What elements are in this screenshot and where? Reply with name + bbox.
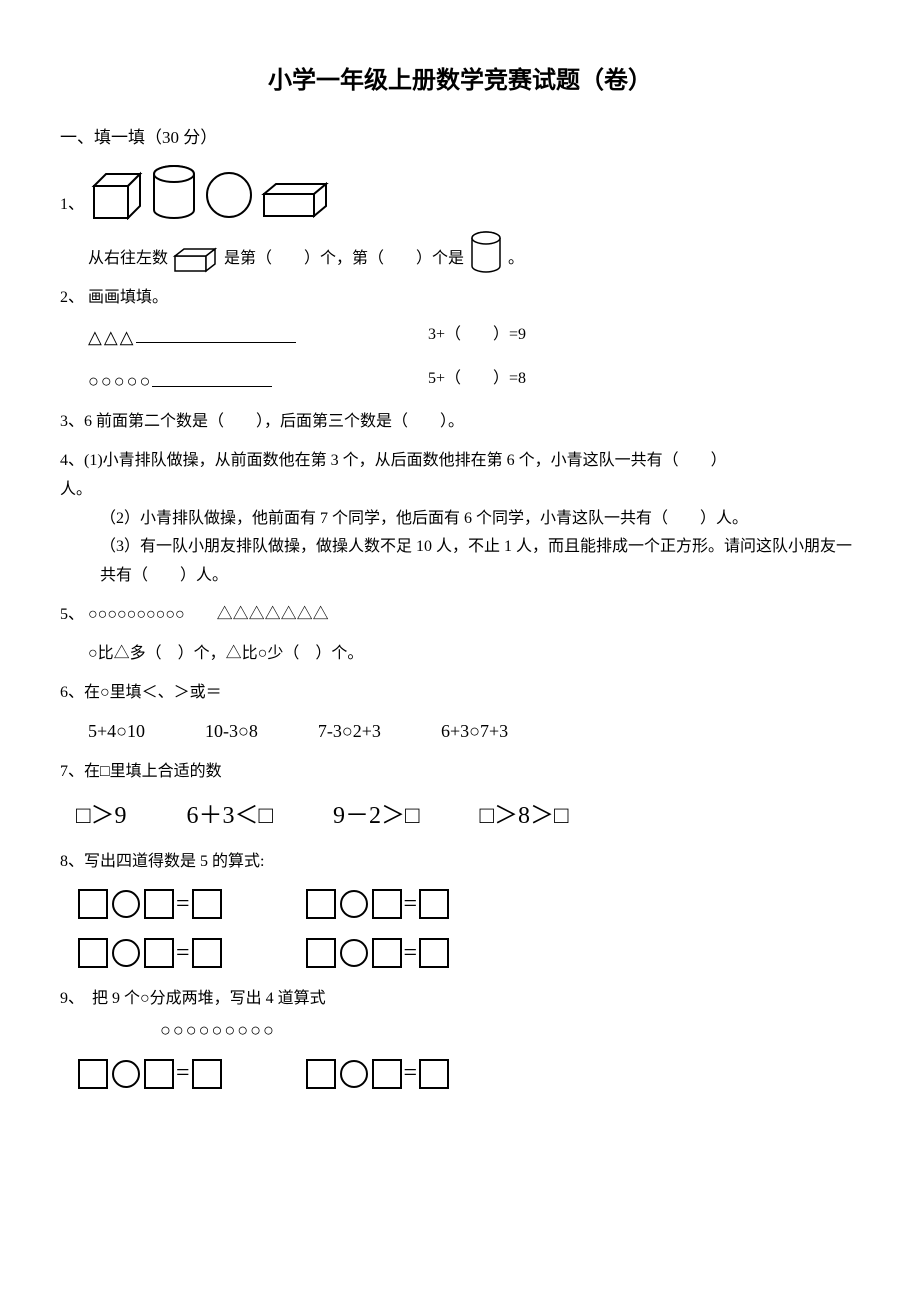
q7-item-4: □＞8＞□ (480, 795, 569, 838)
q6-header: 6、在○里填＜、＞或＝ (60, 679, 860, 708)
q4-p1b: 人。 (60, 476, 860, 505)
sphere-icon (204, 170, 254, 220)
q2-row2-eq: 5+（ ）=8 (428, 365, 526, 398)
cuboid-small-icon (172, 246, 220, 274)
q8-eq-4[interactable]: = (304, 932, 452, 975)
question-8: 8、写出四道得数是 5 的算式: = = = = (60, 848, 860, 975)
q5-row2: ○比△多（ ）个，△比○少（ ）个。 (88, 640, 860, 669)
cube-icon (88, 170, 144, 220)
q8-header: 8、写出四道得数是 5 的算式: (60, 848, 860, 877)
q4-p3: （3）有一队小朋友排队做操，做操人数不足 10 人，不止 1 人，而且能排成一个… (100, 533, 860, 591)
blank-line[interactable] (136, 326, 296, 343)
blank-line[interactable] (152, 370, 272, 387)
question-6: 6、在○里填＜、＞或＝ 5+4○10 10-3○8 7-3○2+3 6+3○7+… (60, 679, 860, 748)
q2-row1-shapes: △△△ (88, 321, 428, 354)
q1-line2: 从右往左数 是第（ ）个，第（ ）个是 。 (88, 230, 860, 274)
q4-p2: （2）小青排队做操，他前面有 7 个同学，他后面有 6 个同学，小青这队一共有（… (100, 505, 860, 534)
question-2: 2、 画画填填。 △△△ 3+（ ）=9 ○○○○○ 5+（ ）=8 (60, 284, 860, 398)
cylinder-icon (150, 164, 198, 220)
q2-row2-shapes: ○○○○○ (88, 365, 428, 398)
q2-header: 2、 画画填填。 (60, 284, 860, 313)
q7-item-1: □＞9 (76, 795, 127, 838)
question-4: 4、(1)小青排队做操，从前面数他在第 3 个，从后面数他排在第 6 个，小青这… (60, 447, 860, 591)
question-5: 5、 ○○○○○○○○○○ △△△△△△△ ○比△多（ ）个，△比○少（ ）个。 (60, 601, 860, 669)
q6-item-2: 10-3○8 (205, 715, 258, 747)
q4-p1: 4、(1)小青排队做操，从前面数他在第 3 个，从后面数他排在第 6 个，小青这… (60, 447, 860, 476)
q6-item-3: 7-3○2+3 (318, 715, 381, 747)
q1-text-mid: 是第（ ）个，第（ ）个是 (224, 245, 464, 274)
q7-item-2: 6＋3＜□ (187, 795, 274, 838)
q1-shapes (88, 164, 332, 220)
q9-eq-1[interactable]: = (76, 1052, 224, 1095)
q9-eq-2[interactable]: = (304, 1052, 452, 1095)
question-1: 1、 (60, 164, 860, 274)
q9-circles: ○○○○○○○○○ (160, 1014, 860, 1046)
q5-row1: 5、 ○○○○○○○○○○ △△△△△△△ (60, 601, 860, 630)
q1-number: 1、 (60, 191, 84, 220)
q7-header: 7、在□里填上合适的数 (60, 758, 860, 787)
cylinder-small-icon (468, 230, 504, 274)
q1-text-suffix: 。 (508, 245, 524, 274)
q7-item-3: 9－2＞□ (333, 795, 420, 838)
question-3: 3、6 前面第二个数是（ ），后面第三个数是（ ）。 (60, 408, 860, 437)
q6-item-4: 6+3○7+3 (441, 715, 508, 747)
q2-row1-eq: 3+（ ）=9 (428, 321, 526, 354)
question-9: 9、 把 9 个○分成两堆，写出 4 道算式 ○○○○○○○○○ = = (60, 985, 860, 1095)
q6-item-1: 5+4○10 (88, 715, 145, 747)
cuboid-icon (260, 180, 332, 220)
q9-header: 9、 把 9 个○分成两堆，写出 4 道算式 (60, 985, 860, 1014)
section-1-header: 一、填一填（30 分） (60, 123, 860, 154)
q8-eq-2[interactable]: = (304, 883, 452, 926)
q8-eq-1[interactable]: = (76, 883, 224, 926)
page-title: 小学一年级上册数学竞赛试题（卷） (60, 60, 860, 103)
question-7: 7、在□里填上合适的数 □＞9 6＋3＜□ 9－2＞□ □＞8＞□ (60, 758, 860, 838)
q8-eq-3[interactable]: = (76, 932, 224, 975)
q1-text-prefix: 从右往左数 (88, 245, 168, 274)
